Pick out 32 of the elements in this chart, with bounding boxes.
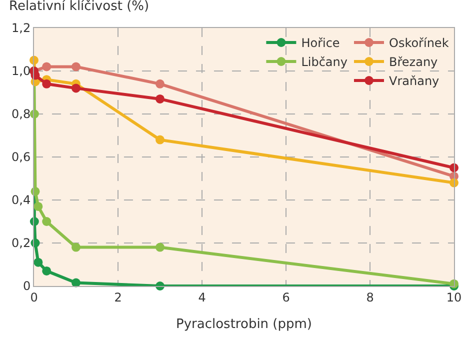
point (156, 242, 164, 252)
legend-label: Libčany (301, 55, 348, 70)
x-tick-label: 6 (282, 290, 290, 304)
point (72, 62, 80, 72)
y-tick-label: 0,4 (12, 193, 31, 208)
point (72, 84, 80, 93)
point (42, 79, 52, 88)
point (156, 79, 164, 88)
x-tick-label: 2 (114, 290, 122, 304)
x-tick-label: 10 (446, 290, 462, 304)
point (156, 94, 164, 104)
y-tick-label: 1,0 (12, 64, 31, 78)
legend-label: Vraňany (389, 74, 440, 88)
y-tick-label: 0 (22, 279, 31, 294)
point (42, 217, 52, 226)
point (34, 202, 43, 211)
y-tick-label: 0,2 (12, 236, 31, 250)
point (34, 258, 43, 267)
x-axis-title: Pyraclostrobin (ppm) (176, 317, 312, 332)
point (42, 62, 52, 72)
y-tick-label: 1,2 (12, 21, 31, 36)
x-tick-label: 4 (198, 290, 206, 304)
y-tick-label: 0,8 (12, 107, 31, 122)
point (42, 266, 52, 276)
x-tick-label: 8 (366, 290, 374, 304)
y-tick-label: 0,6 (12, 150, 31, 164)
legend-label: Březany (389, 55, 438, 70)
legend-label: Oskořínek (389, 36, 449, 50)
point (72, 242, 80, 252)
point (72, 278, 80, 288)
legend-label: Hořice (301, 36, 340, 50)
point (156, 135, 164, 144)
